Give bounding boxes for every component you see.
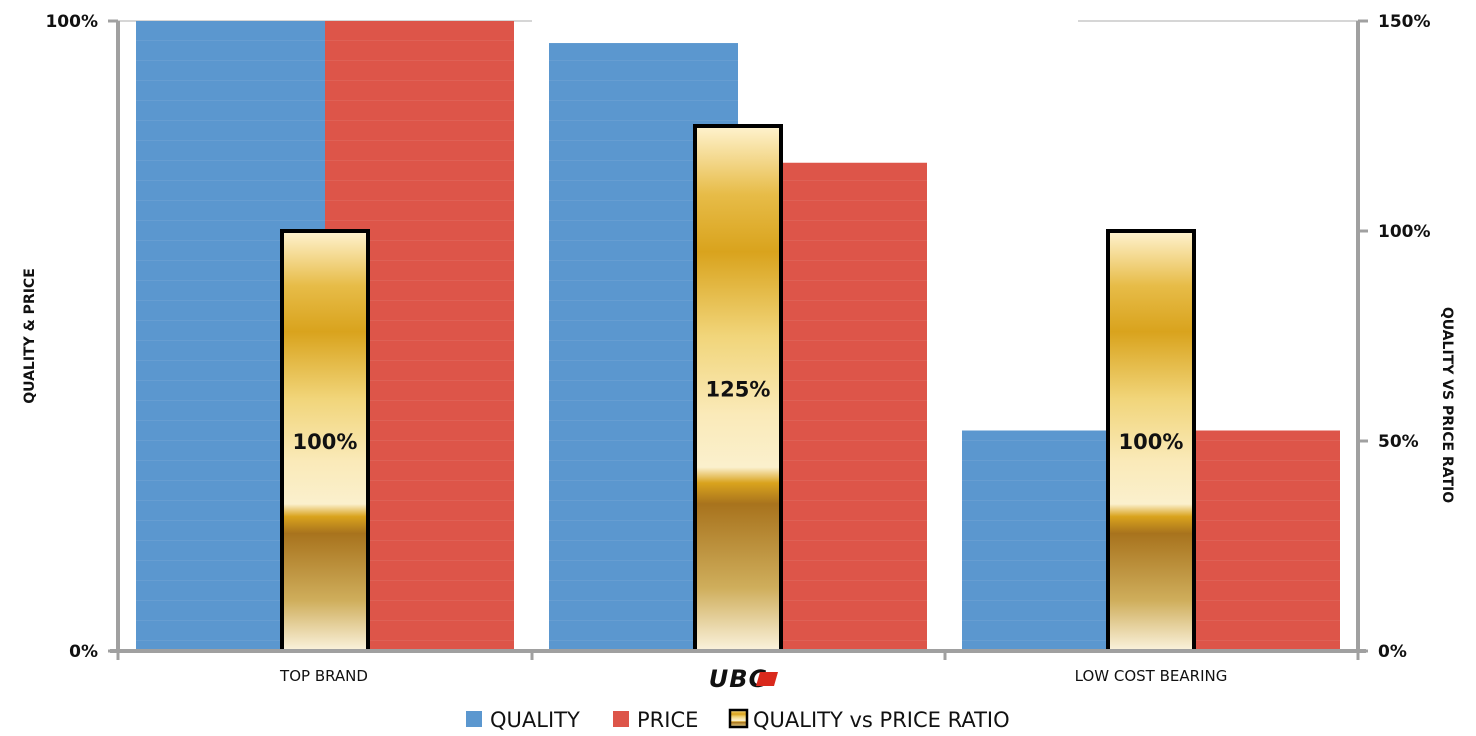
right-tick-label-3: 150% [1378,12,1431,32]
category-label-low-cost-bearing: LOW COST BEARING [1075,667,1228,685]
bar-quality-vs-price-ratio-low-cost-bearing [1106,229,1196,653]
legend-swatch-quality [466,711,482,727]
category-label-ubc: UBC [709,665,767,693]
right-tick-label-2: 100% [1378,222,1431,242]
left-axis-title: QUALITY & PRICE [22,268,38,404]
legend-swatch-price [613,711,629,727]
left-tick-label-1: 100% [45,12,98,32]
left-tick-label-0: 0% [69,642,98,662]
ratio-data-label-top-brand: 100% [293,430,358,454]
legend-swatch-ratio [728,708,749,729]
category-label-top-brand: TOP BRAND [279,667,368,685]
legend: QUALITY PRICE QUALITY vs PRICE RATIO [466,708,1010,732]
ubc-logo-accent [756,672,778,686]
legend-label-quality: QUALITY [490,708,580,732]
right-axis-title: QUALITY VS PRICE RATIO [1439,307,1455,503]
right-tick-label-1: 50% [1378,432,1419,452]
ubc-logo: UBC [709,665,778,693]
ratio-data-label-low-cost-bearing: 100% [1119,430,1184,454]
right-tick-label-0: 0% [1378,642,1407,662]
legend-label-ratio: QUALITY vs PRICE RATIO [753,708,1010,732]
ratio-data-label-ubc: 125% [706,378,771,402]
legend-label-price: PRICE [637,708,698,732]
bar-quality-vs-price-ratio-top-brand [280,229,370,653]
